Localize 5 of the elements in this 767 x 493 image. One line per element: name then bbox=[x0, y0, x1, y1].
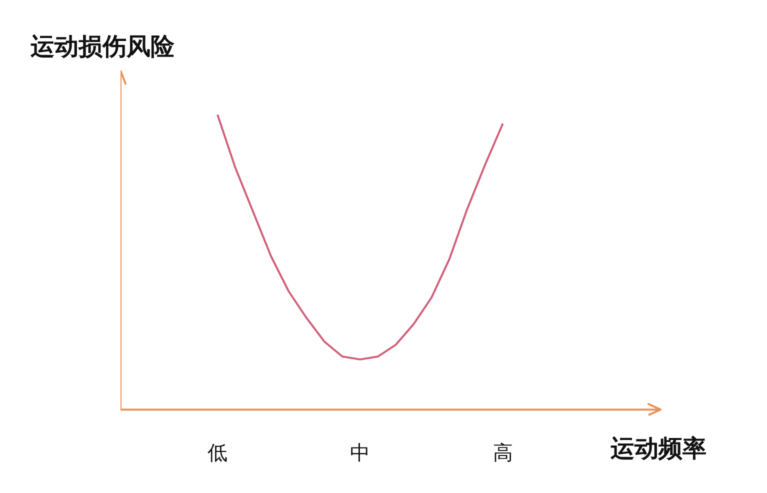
x-axis-title: 运动频率 bbox=[610, 434, 706, 463]
x-tick-label: 低 bbox=[208, 440, 228, 465]
y-axis-title: 运动损伤风险 bbox=[30, 32, 176, 60]
x-tick-label: 高 bbox=[492, 440, 513, 465]
x-tick-label: 中 bbox=[350, 440, 370, 465]
